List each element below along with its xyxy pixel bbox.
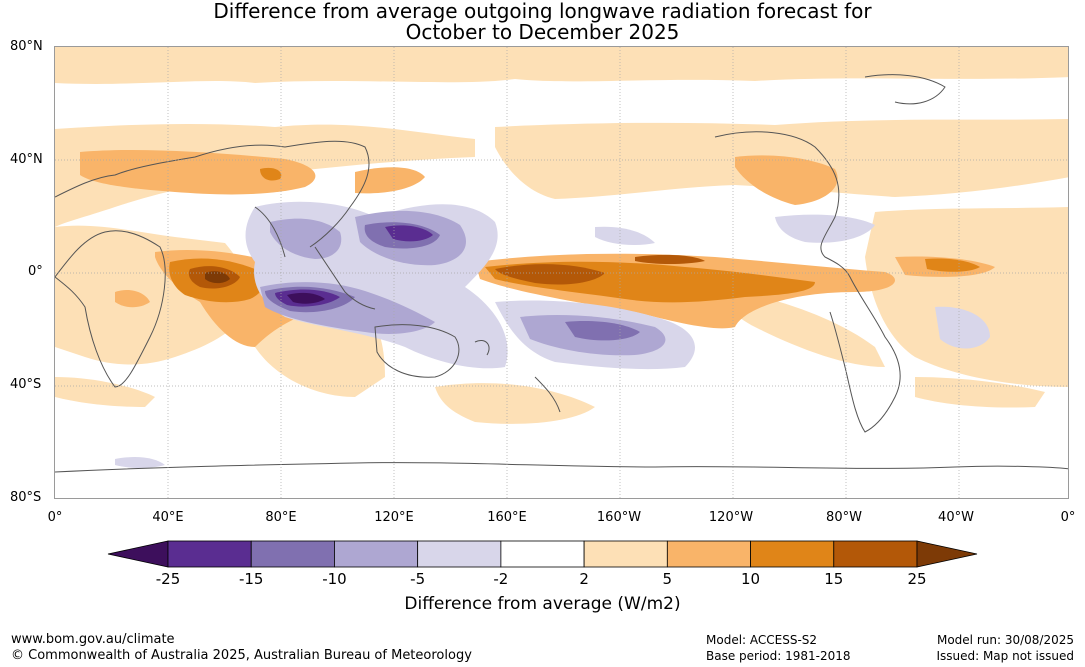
colorbar-tick-label: 2 — [579, 570, 589, 588]
lat-label-40s: 40°S — [10, 377, 42, 392]
lon-label-40e: 40°E — [152, 510, 184, 525]
footer-model-run: Model run: 30/08/2025 — [936, 633, 1074, 647]
colorbar-tick-label: 5 — [662, 570, 673, 588]
anomaly-map-svg — [55, 47, 1068, 498]
colorbar-extend-high — [916, 540, 978, 568]
lon-label-120w: 120°W — [708, 510, 754, 525]
lon-label-80w: 80°W — [826, 510, 862, 525]
lat-label-equator: 0° — [28, 264, 43, 279]
colorbar-tick-label: -2 — [493, 570, 509, 588]
anomaly-map — [54, 46, 1069, 499]
lat-label-40n: 40°N — [10, 152, 43, 167]
lon-label-160e: 160°E — [487, 510, 527, 525]
colorbar-segment — [833, 540, 918, 568]
colorbar-extend-low — [107, 540, 169, 568]
colorbar-segment — [334, 540, 419, 568]
colorbar-segment — [250, 540, 335, 568]
colorbar-segment — [750, 540, 835, 568]
lon-label-120e: 120°E — [374, 510, 414, 525]
map-title-line-2: October to December 2025 — [405, 20, 680, 44]
positive-anomaly-above-25-region — [205, 271, 230, 284]
lon-label-160w: 160°W — [596, 510, 642, 525]
lon-label-80e: 80°E — [265, 510, 297, 525]
colorbar-tick-label: 25 — [907, 570, 927, 588]
colorbar-tick-label: 10 — [741, 570, 761, 588]
colorbar-segment — [666, 540, 751, 568]
lat-label-80s: 80°S — [10, 490, 42, 505]
map-title-line-1: Difference from average outgoing longwav… — [213, 0, 872, 23]
footer-model: Model: ACCESS-S2 — [706, 633, 818, 647]
graticule — [55, 47, 1068, 498]
footer-website: www.bom.gov.au/climate — [11, 632, 175, 647]
footer-copyright: © Commonwealth of Australia 2025, Austra… — [11, 648, 472, 663]
colorbar-tick-label: -15 — [238, 570, 264, 588]
footer-base-period: Base period: 1981-2018 — [706, 649, 851, 663]
colorbar-tick-label: -5 — [410, 570, 426, 588]
colorbar-tick-label: -25 — [155, 570, 181, 588]
footer-issued: Issued: Map not issued — [936, 649, 1074, 663]
lat-label-80n: 80°N — [10, 39, 43, 54]
lon-label-0-left: 0° — [47, 510, 63, 525]
colorbar-segment — [500, 540, 585, 568]
lon-label-0-right: 0° — [1060, 510, 1076, 525]
colorbar-segment — [167, 540, 252, 568]
colorbar-segment — [583, 540, 668, 568]
positive-anomaly-2-5-regions — [55, 47, 1068, 424]
colorbar-title: Difference from average (W/m2) — [404, 594, 681, 614]
colorbar — [107, 540, 978, 568]
negative-anomaly-below-minus-25-region — [287, 292, 325, 304]
lon-label-40w: 40°W — [938, 510, 974, 525]
colorbar-tick-label: -10 — [322, 570, 347, 588]
colorbar-segment — [417, 540, 502, 568]
coastlines — [55, 74, 1068, 473]
colorbar-tick-label: 15 — [824, 570, 844, 588]
